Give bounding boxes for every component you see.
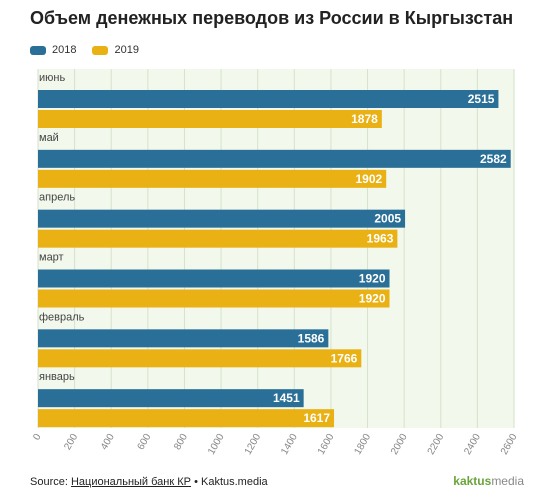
data-label-2019-2: 1963 xyxy=(367,232,394,246)
footer-site: Kaktus.media xyxy=(200,476,268,488)
bar-2019-4 xyxy=(38,349,362,368)
legend: 2018 2019 xyxy=(30,44,155,56)
legend-swatch-2018 xyxy=(30,45,46,55)
source-footer: Source: Национальный банк КР • Kaktus.me… xyxy=(30,476,268,488)
bar-2019-1 xyxy=(38,169,387,188)
data-label-2019-1: 1902 xyxy=(356,172,383,186)
data-label-2018-5: 1451 xyxy=(273,391,300,405)
x-tick-label-1000: 1000 xyxy=(206,432,227,457)
source-link[interactable]: Национальный банк КР xyxy=(70,476,191,488)
logo-part-media: media xyxy=(491,474,524,488)
bar-2019-5 xyxy=(38,409,335,428)
kaktus-logo[interactable]: kaktusmedia xyxy=(453,474,524,488)
x-tick-label-800: 800 xyxy=(172,432,190,452)
plot-background xyxy=(38,69,514,428)
bar-2018-2 xyxy=(38,209,406,228)
data-label-2018-4: 1586 xyxy=(298,331,325,345)
data-label-2018-3: 1920 xyxy=(359,272,386,286)
x-tick-label-400: 400 xyxy=(99,432,117,452)
source-prefix: Source: xyxy=(30,476,68,488)
data-label-2019-0: 1878 xyxy=(351,112,378,126)
legend-label-2018: 2018 xyxy=(52,44,77,56)
x-tick-label-200: 200 xyxy=(62,432,80,452)
category-label-5: январь xyxy=(39,371,75,383)
data-label-2019-3: 1920 xyxy=(359,292,386,306)
bar-2019-0 xyxy=(38,110,382,128)
data-label-2018-2: 2005 xyxy=(374,212,401,226)
x-tick-label-2600: 2600 xyxy=(499,432,520,457)
data-label-2018-0: 2515 xyxy=(468,92,495,106)
chart-title: Объем денежных переводов из России в Кыр… xyxy=(30,8,514,28)
category-label-0: июнь xyxy=(39,72,65,84)
category-label-3: март xyxy=(39,252,64,264)
x-tick-label-1800: 1800 xyxy=(352,432,373,457)
x-tick-label-2000: 2000 xyxy=(389,432,410,457)
bar-2018-5 xyxy=(38,389,304,408)
legend-item-2019[interactable]: 2019 xyxy=(92,44,139,56)
category-label-4: февраль xyxy=(39,311,85,323)
bar-2018-4 xyxy=(38,329,329,348)
legend-item-2018[interactable]: 2018 xyxy=(30,44,76,56)
x-tick-label-0: 0 xyxy=(31,432,44,443)
x-tick-label-1600: 1600 xyxy=(316,432,337,457)
x-tick-label-2400: 2400 xyxy=(462,432,483,457)
logo-part-kaktus: kaktus xyxy=(453,474,492,488)
bar-2018-0 xyxy=(38,90,499,108)
data-label-2019-4: 1766 xyxy=(331,351,358,365)
footer-separator: • xyxy=(194,476,198,488)
category-label-2: апрель xyxy=(39,192,75,204)
bar-2018-1 xyxy=(38,149,511,168)
data-label-2018-1: 2582 xyxy=(480,152,507,166)
x-tick-label-1200: 1200 xyxy=(243,432,264,457)
bar-2018-3 xyxy=(38,269,390,288)
bar-2019-2 xyxy=(38,229,398,248)
bar-2019-3 xyxy=(38,289,390,308)
x-tick-label-1400: 1400 xyxy=(279,432,300,457)
category-label-1: май xyxy=(39,132,59,144)
x-tick-label-600: 600 xyxy=(136,432,154,452)
legend-swatch-2019 xyxy=(92,45,109,55)
bar-chart: июнь 2515 1878 май 2582 1902 апрель 2005 1963 мар… xyxy=(31,69,520,457)
x-tick-label-2200: 2200 xyxy=(426,432,447,457)
data-label-2019-5: 1617 xyxy=(303,411,330,425)
legend-label-2019: 2019 xyxy=(114,44,139,56)
